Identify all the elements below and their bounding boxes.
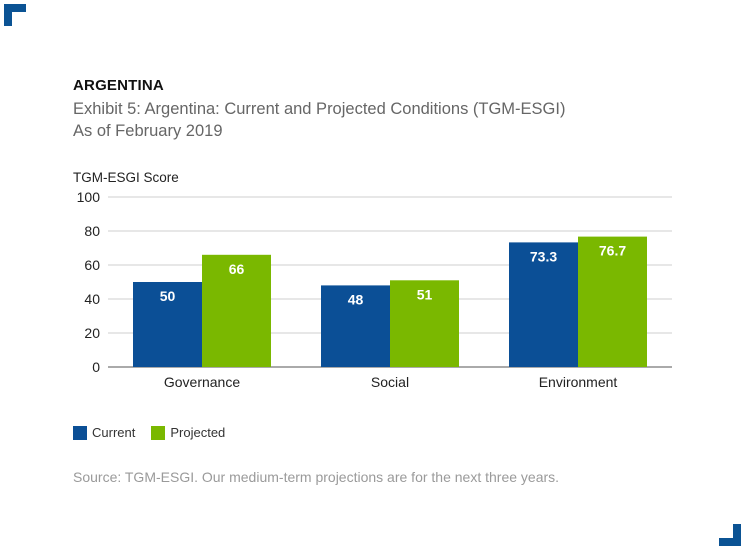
data-label: 73.3 <box>530 248 557 264</box>
x-tick-label: Social <box>371 374 409 390</box>
bar-current-environment <box>509 242 578 367</box>
x-tick-label: Environment <box>539 374 618 390</box>
legend-item-projected: Projected <box>151 425 225 440</box>
exhibit-title: Exhibit 5: Argentina: Current and Projec… <box>73 100 566 140</box>
y-tick-label: 20 <box>84 325 100 341</box>
y-tick-label: 60 <box>84 257 100 273</box>
bar-current-social <box>321 285 390 367</box>
y-tick-label: 80 <box>84 223 100 239</box>
data-label: 66 <box>229 261 245 277</box>
bar-projected-environment <box>578 236 647 367</box>
y-tick-label: 40 <box>84 291 100 307</box>
legend-item-current: Current <box>73 425 135 440</box>
legend-label-current: Current <box>92 425 136 440</box>
data-label: 51 <box>417 286 433 302</box>
bars: 50 66 48 51 73.3 76.7 <box>133 236 647 367</box>
bar-current-governance <box>133 282 202 367</box>
legend-swatch-projected <box>151 425 166 440</box>
data-label: 48 <box>348 291 364 307</box>
y-tick-labels: 0 20 40 60 80 100 <box>77 189 101 375</box>
x-tick-label: Governance <box>164 374 240 390</box>
corner-mark-bottom-right <box>719 524 741 546</box>
bar-projected-social <box>390 280 459 367</box>
y-tick-label: 0 <box>92 359 100 375</box>
bar-projected-governance <box>202 254 271 367</box>
legend-swatch-current <box>73 425 87 440</box>
legend: Current Projected <box>73 425 225 440</box>
y-axis-label: TGM-ESGI Score <box>73 170 179 185</box>
y-tick-label: 100 <box>77 189 101 205</box>
data-label: 76.7 <box>599 243 626 259</box>
data-label: 50 <box>160 288 176 304</box>
x-tick-labels: Governance Social Environment <box>164 374 618 390</box>
country-heading: ARGENTINA <box>73 77 164 94</box>
corner-mark-top-left <box>4 4 26 26</box>
source-note: Source: TGM-ESGI. Our medium-term projec… <box>73 469 560 485</box>
legend-label-projected: Projected <box>170 425 226 440</box>
